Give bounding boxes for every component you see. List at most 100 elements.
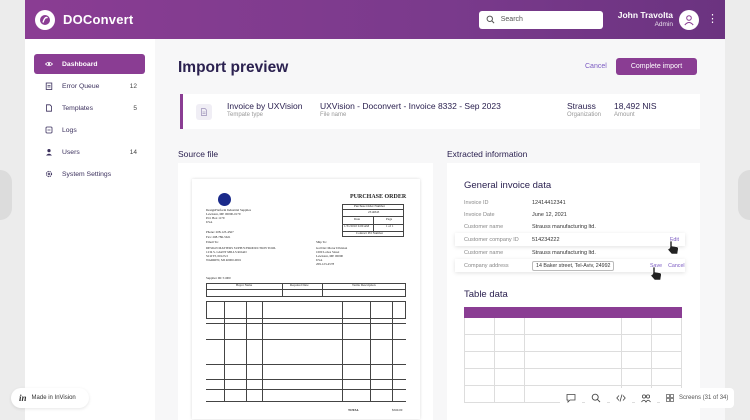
address-line: Lewiston, ME 00000-0179: [206, 212, 241, 216]
screens-button[interactable]: Screens (31 of 34): [660, 388, 734, 408]
page-label: Page: [386, 217, 393, 221]
sidebar-item-users[interactable]: Users 14: [34, 142, 145, 162]
hand-cursor-icon: [667, 240, 679, 255]
po-number-label: Purchase Order Number: [354, 204, 385, 208]
file-name-label: File name: [320, 111, 347, 118]
log-icon: [45, 126, 53, 134]
share-button[interactable]: [635, 388, 657, 408]
sidebar-item-label: Error Queue: [62, 82, 100, 90]
code-button[interactable]: [610, 388, 632, 408]
email-text: Email To:: [206, 240, 219, 244]
source-file-panel: PURCHASE ORDER DesignPlatform Industrial…: [178, 163, 433, 420]
total-value: $560.00: [392, 408, 403, 412]
organization-field: Strauss Organization: [567, 101, 602, 119]
company-address-input[interactable]: 14 Baker street, Tel-Aviv, 24992: [532, 260, 614, 271]
code-icon: [616, 394, 626, 402]
divider: [206, 289, 406, 290]
cancel-link[interactable]: Cancel: [668, 262, 685, 269]
divider: [206, 364, 406, 365]
extracted-panel: General invoice data Invoice ID 12414412…: [447, 163, 700, 420]
field-row: Invoice Date June 12, 2021: [464, 209, 689, 221]
sidebar-item-logs[interactable]: Logs: [34, 120, 145, 140]
divider: [206, 389, 406, 390]
divider: [370, 301, 371, 401]
po-info-box: [342, 204, 404, 237]
divider: [206, 401, 406, 402]
hand-cursor-icon: [650, 266, 662, 281]
sidebar-item-label: Logs: [62, 126, 77, 134]
next-screen-arrow[interactable]: [738, 170, 750, 220]
date-label: Date: [354, 217, 361, 221]
prototype-toolbar: Screens (31 of 34): [560, 388, 734, 408]
template-type-value: Invoice by UXVision: [227, 101, 303, 111]
field-key: Company address: [464, 262, 509, 269]
supplier-line: 1234 S. GIANT MILLS ROAD: [206, 250, 247, 254]
field-value: 514234222: [532, 236, 560, 243]
grid-icon: [666, 394, 674, 402]
user-role: Admin: [654, 20, 673, 28]
sidebar-item-system-settings[interactable]: System Settings: [34, 164, 145, 184]
field-key: Customer name: [464, 250, 504, 256]
sidebar-item-error-queue[interactable]: Error Queue 12: [34, 76, 145, 96]
field-value: 12414412341: [532, 200, 566, 206]
more-menu-icon[interactable]: ⋮: [707, 13, 718, 25]
search-input[interactable]: Search: [478, 10, 603, 29]
count-badge: 12: [129, 82, 137, 90]
supplier-id: Supplier ID: 51000: [206, 276, 231, 280]
purchase-order-document[interactable]: PURCHASE ORDER DesignPlatform Industrial…: [192, 179, 420, 419]
prev-screen-arrow[interactable]: [0, 170, 12, 220]
made-in-invision-badge[interactable]: in Made in InVision: [11, 388, 89, 408]
sidebar-item-dashboard[interactable]: Dashboard: [34, 54, 145, 74]
template-type-field: Invoice by UXVision Tempate type: [227, 101, 303, 119]
divider: [392, 301, 393, 401]
count-badge: 14: [129, 148, 137, 156]
terms-label: Terms Description: [352, 283, 376, 287]
field-row-editing: Company address 14 Baker street, Tel-Avi…: [455, 259, 685, 272]
field-key: Customer name: [464, 224, 504, 230]
user-info[interactable]: John Travolta Admin: [617, 10, 673, 28]
ship-to-label: Ship To:: [316, 240, 327, 244]
document-icon: [196, 103, 212, 120]
amount-label: Amount: [614, 111, 635, 118]
inspect-button[interactable]: [585, 388, 607, 408]
divider: [342, 301, 343, 401]
field-row: Invoice ID 12414412341: [464, 197, 689, 209]
company-name: DesignPlatform Industrial Supplies: [206, 208, 251, 212]
save-link[interactable]: Save: [650, 262, 663, 269]
comment-button[interactable]: [560, 388, 582, 408]
address-line: USA: [206, 220, 213, 224]
divider: [373, 216, 374, 231]
divider: [206, 379, 406, 380]
total-label: TOTAL: [348, 408, 359, 412]
user-name: John Travolta: [617, 10, 673, 21]
avatar[interactable]: [679, 9, 699, 30]
complete-import-button[interactable]: Complete import: [616, 58, 697, 75]
sidebar-item-templates[interactable]: Templates 5: [34, 98, 145, 118]
cancel-button[interactable]: Cancel: [585, 63, 607, 70]
edit-link[interactable]: Edit: [669, 236, 679, 243]
gear-icon: [45, 170, 53, 178]
share-icon: [641, 394, 651, 403]
extracted-info-heading: Extracted information: [447, 149, 528, 159]
field-row: Customer name Strauss manufacturing ltd.: [464, 221, 689, 233]
field-row-hover[interactable]: Customer company ID 514234222 Edit: [455, 233, 685, 246]
sidebar-item-label: Users: [62, 148, 80, 156]
table-data-heading: Table data: [464, 289, 508, 300]
app-name: DOConvert: [63, 12, 134, 27]
ship-line: 209-123-4578: [316, 262, 335, 266]
field-value: Strauss manufacturing ltd.: [532, 250, 596, 256]
divider: [224, 301, 225, 401]
table-header-row: [464, 307, 682, 318]
field-key: Invoice Date: [464, 212, 495, 218]
template-type-label: Tempate type: [227, 111, 264, 118]
search-icon: [486, 15, 495, 24]
po-heading: PURCHASE ORDER: [350, 194, 407, 200]
table-row: [464, 317, 682, 335]
top-bar: DOConvert Search John Travolta Admin ⋮: [25, 0, 725, 39]
divider: [282, 283, 283, 297]
field-row: Customer name Strauss manufacturing ltd.: [464, 247, 689, 259]
user-icon: [45, 148, 53, 156]
screens-label: Screens (31 of 34): [679, 395, 729, 401]
organization-label: Organization: [567, 111, 602, 118]
fax-text: Fax: 208-786-5621: [206, 235, 231, 239]
